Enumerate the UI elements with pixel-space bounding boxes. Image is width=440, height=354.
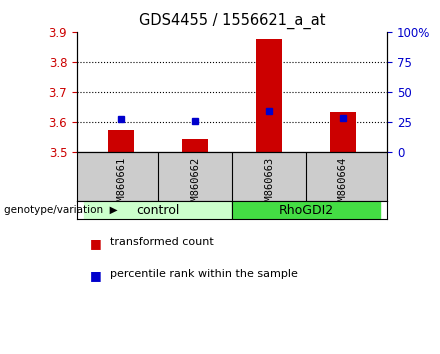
Bar [330,112,356,153]
Text: ■: ■ [90,237,102,250]
Text: transformed count: transformed count [110,237,214,247]
Text: GSM860662: GSM860662 [190,156,200,213]
Title: GDS4455 / 1556621_a_at: GDS4455 / 1556621_a_at [139,13,325,29]
Text: ■: ■ [90,269,102,282]
Text: percentile rank within the sample: percentile rank within the sample [110,269,298,279]
Bar [108,130,134,153]
Text: GSM860663: GSM860663 [264,156,274,213]
Bar [256,39,282,153]
Text: control: control [136,204,180,217]
Text: RhoGDI2: RhoGDI2 [279,204,334,217]
Bar [182,139,208,153]
Text: genotype/variation  ▶: genotype/variation ▶ [4,205,118,215]
Text: GSM860664: GSM860664 [338,156,348,213]
Text: GSM860661: GSM860661 [116,156,126,213]
